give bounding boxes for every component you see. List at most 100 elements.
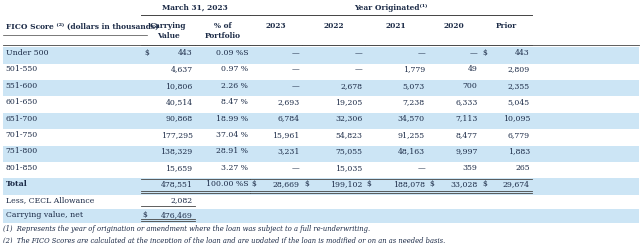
Text: 15,659: 15,659 <box>166 164 193 172</box>
Text: —: — <box>355 65 362 73</box>
Bar <box>3 195 639 209</box>
Bar <box>3 96 639 113</box>
Text: —: — <box>355 49 362 57</box>
Text: $: $ <box>429 180 435 188</box>
Text: 199,102: 199,102 <box>330 180 362 188</box>
Text: 90,868: 90,868 <box>166 115 193 123</box>
Text: 801-850: 801-850 <box>6 164 38 172</box>
Text: 18.99 %: 18.99 % <box>216 115 248 123</box>
Text: 6,784: 6,784 <box>278 115 300 123</box>
Text: —: — <box>292 65 300 73</box>
Text: 1,883: 1,883 <box>508 148 530 156</box>
Text: 2.26 %: 2.26 % <box>221 82 248 90</box>
Text: 34,570: 34,570 <box>398 115 425 123</box>
Text: —: — <box>417 164 425 172</box>
Text: 188,078: 188,078 <box>393 180 425 188</box>
Text: —: — <box>470 49 477 57</box>
Bar <box>3 146 639 162</box>
Text: 48,163: 48,163 <box>398 148 425 156</box>
Bar <box>3 80 639 96</box>
Bar <box>3 209 639 223</box>
Text: 15,961: 15,961 <box>272 131 300 139</box>
Text: 501-550: 501-550 <box>6 65 38 73</box>
Text: 37.04 %: 37.04 % <box>216 131 248 139</box>
Text: —: — <box>292 164 300 172</box>
Bar <box>3 162 639 178</box>
Text: 3,231: 3,231 <box>277 148 300 156</box>
Text: 10,095: 10,095 <box>502 115 530 123</box>
Text: 751-800: 751-800 <box>6 148 38 156</box>
Text: 49: 49 <box>468 65 477 73</box>
Text: $: $ <box>143 211 148 219</box>
Text: $: $ <box>252 180 257 188</box>
Text: 2023: 2023 <box>266 22 286 30</box>
Text: March 31, 2023: March 31, 2023 <box>163 4 228 12</box>
Text: 443: 443 <box>178 49 193 57</box>
Text: FICO Score ⁽²⁾ (dollars in thousands): FICO Score ⁽²⁾ (dollars in thousands) <box>6 22 159 30</box>
Text: % of
Portfolio: % of Portfolio <box>204 22 241 40</box>
Bar <box>3 178 639 195</box>
Text: 54,823: 54,823 <box>335 131 362 139</box>
Text: $: $ <box>482 49 487 57</box>
Text: 10,806: 10,806 <box>165 82 193 90</box>
Text: 551-600: 551-600 <box>6 82 38 90</box>
Text: 6,333: 6,333 <box>455 98 477 106</box>
Bar <box>3 47 639 64</box>
Text: 8.47 %: 8.47 % <box>221 98 248 106</box>
Text: 138,329: 138,329 <box>161 148 193 156</box>
Text: Less, CECL Allowance: Less, CECL Allowance <box>6 197 94 205</box>
Text: 6,779: 6,779 <box>508 131 530 139</box>
Text: 4,637: 4,637 <box>170 65 193 73</box>
Text: 2,678: 2,678 <box>340 82 362 90</box>
Text: 177,295: 177,295 <box>161 131 193 139</box>
Text: 15,035: 15,035 <box>335 164 362 172</box>
Text: 651-700: 651-700 <box>6 115 38 123</box>
Text: Total: Total <box>6 180 28 188</box>
Text: 701-750: 701-750 <box>6 131 38 139</box>
Bar <box>3 64 639 80</box>
Text: 7,238: 7,238 <box>403 98 425 106</box>
Text: 0.09 %S: 0.09 %S <box>216 49 248 57</box>
Text: $: $ <box>367 180 372 188</box>
Bar <box>3 113 639 129</box>
Text: 28,669: 28,669 <box>273 180 300 188</box>
Bar <box>3 129 639 146</box>
Text: 5,045: 5,045 <box>508 98 530 106</box>
Text: 2021: 2021 <box>386 22 406 30</box>
Text: 2,693: 2,693 <box>277 98 300 106</box>
Text: —: — <box>292 49 300 57</box>
Text: 265: 265 <box>515 164 530 172</box>
Text: $: $ <box>482 180 487 188</box>
Text: Carrying value, net: Carrying value, net <box>6 211 83 219</box>
Text: Under 500: Under 500 <box>6 49 49 57</box>
Text: 32,306: 32,306 <box>335 115 362 123</box>
Text: 19,205: 19,205 <box>335 98 362 106</box>
Text: 28.91 %: 28.91 % <box>216 148 248 156</box>
Text: 476,469: 476,469 <box>161 211 193 219</box>
Text: 91,255: 91,255 <box>398 131 425 139</box>
Text: Prior: Prior <box>495 22 517 30</box>
Text: $: $ <box>144 49 149 57</box>
Text: 601-650: 601-650 <box>6 98 38 106</box>
Text: 33,028: 33,028 <box>450 180 477 188</box>
Text: 8,477: 8,477 <box>456 131 477 139</box>
Text: 478,551: 478,551 <box>161 180 193 188</box>
Text: 0.97 %: 0.97 % <box>221 65 248 73</box>
Text: 443: 443 <box>515 49 530 57</box>
Text: 75,055: 75,055 <box>335 148 362 156</box>
Text: 2,082: 2,082 <box>170 197 193 205</box>
Text: —: — <box>417 49 425 57</box>
Text: Year Originated⁽¹⁾: Year Originated⁽¹⁾ <box>355 4 428 12</box>
Text: 700: 700 <box>463 82 477 90</box>
Text: 7,113: 7,113 <box>455 115 477 123</box>
Text: 1,779: 1,779 <box>403 65 425 73</box>
Text: 9,997: 9,997 <box>455 148 477 156</box>
Text: 40,514: 40,514 <box>166 98 193 106</box>
Text: (2)  The FICO Scores are calculated at the inception of the loan and are updated: (2) The FICO Scores are calculated at th… <box>3 237 445 243</box>
Text: —: — <box>292 82 300 90</box>
Text: 29,674: 29,674 <box>503 180 530 188</box>
Text: (1)  Represents the year of origination or amendment where the loan was subject : (1) Represents the year of origination o… <box>3 226 371 233</box>
Text: Carrying
Value: Carrying Value <box>150 22 186 40</box>
Text: 100.00 %S: 100.00 %S <box>205 180 248 188</box>
Text: $: $ <box>304 180 309 188</box>
